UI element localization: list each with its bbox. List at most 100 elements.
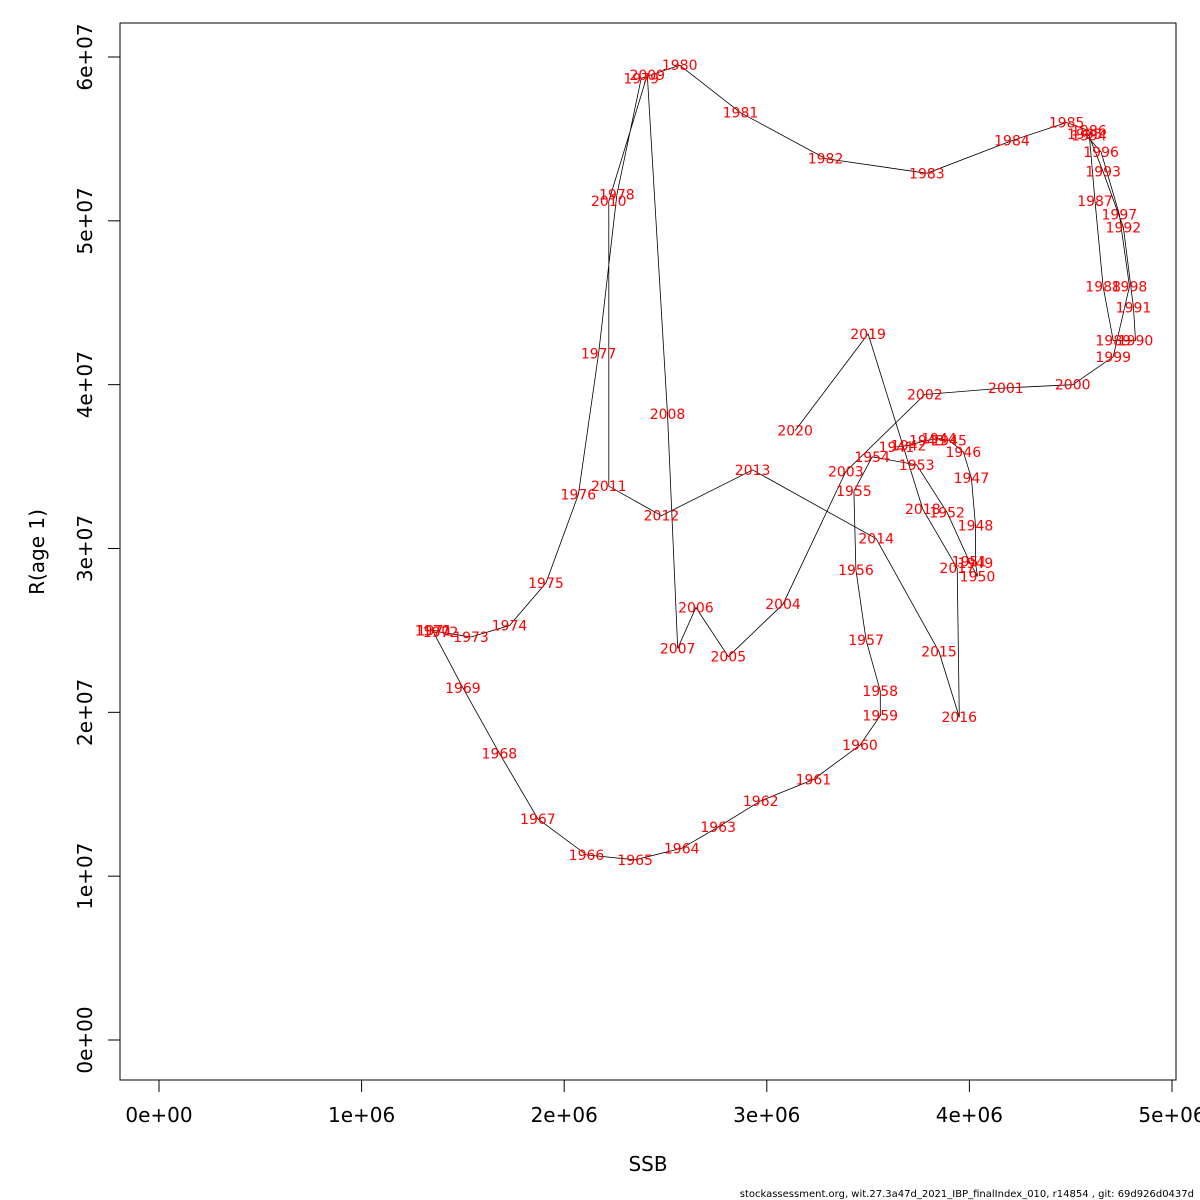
point-label-2014: 2014 [858, 532, 894, 548]
point-label-2016: 2016 [941, 710, 977, 726]
point-label-1970: 1970 [415, 623, 451, 639]
x-axis-title: SSB [628, 1152, 667, 1176]
point-label-1961: 1961 [796, 773, 832, 789]
point-label-1957: 1957 [848, 633, 884, 649]
point-label-1983: 1983 [909, 166, 945, 182]
y-tick-label: 4e+07 [73, 351, 97, 418]
y-tick-label: 0e+00 [73, 1006, 97, 1073]
point-label-2004: 2004 [765, 597, 801, 613]
point-label-1973: 1973 [453, 630, 489, 646]
point-label-2007: 2007 [660, 641, 696, 657]
point-label-1979: 1979 [623, 71, 659, 87]
point-label-1999: 1999 [1095, 350, 1131, 366]
point-label-1949: 1949 [958, 556, 994, 572]
point-label-1996: 1996 [1083, 145, 1119, 161]
point-label-1966: 1966 [569, 848, 605, 864]
footer-text: stockassessment.org, wit.27.3a47d_2021_I… [740, 1189, 1194, 1200]
point-label-1951: 1951 [952, 555, 988, 571]
y-tick-label: 2e+07 [73, 679, 97, 746]
point-label-1976: 1976 [561, 487, 597, 503]
point-label-2019: 2019 [850, 327, 886, 343]
x-tick-label: 4e+06 [936, 1103, 1003, 1127]
point-label-2017: 2017 [939, 561, 975, 577]
point-label-1986: 1986 [1071, 124, 1107, 140]
point-label-1975: 1975 [528, 576, 564, 592]
point-label-1984: 1984 [994, 134, 1030, 150]
point-label-1950: 1950 [960, 569, 996, 585]
point-label-1988: 1988 [1085, 279, 1121, 295]
point-label-2013: 2013 [735, 463, 771, 479]
plot-frame [119, 22, 1177, 1081]
point-label-1982: 1982 [808, 152, 844, 168]
y-tick-label: 3e+07 [73, 515, 97, 582]
point-label-1964: 1964 [664, 841, 700, 857]
y-tick-label: 5e+07 [73, 187, 97, 254]
point-label-2008: 2008 [650, 407, 686, 423]
point-label-1948: 1948 [958, 519, 994, 535]
point-label-1993: 1993 [1085, 165, 1121, 181]
point-label-1965: 1965 [617, 853, 653, 869]
point-label-1978: 1978 [599, 188, 635, 204]
x-tick-label: 3e+06 [733, 1103, 800, 1127]
point-label-1971: 1971 [417, 623, 453, 639]
x-tick-label: 5e+06 [1138, 1103, 1200, 1127]
point-label-2018: 2018 [905, 502, 941, 518]
point-label-2010: 2010 [591, 194, 627, 210]
point-label-2003: 2003 [828, 464, 864, 480]
point-label-1953: 1953 [899, 458, 935, 474]
point-label-1967: 1967 [520, 812, 556, 828]
point-label-2012: 2012 [644, 509, 680, 525]
point-label-1998: 1998 [1112, 279, 1148, 295]
point-label-1995: 1995 [1067, 127, 1103, 143]
point-label-1997: 1997 [1102, 207, 1138, 223]
point-label-1946: 1946 [946, 445, 982, 461]
point-label-2011: 2011 [591, 479, 627, 495]
point-label-1981: 1981 [723, 106, 759, 122]
point-label-1974: 1974 [492, 619, 528, 635]
point-label-1987: 1987 [1077, 194, 1113, 210]
x-tick-label: 1e+06 [328, 1103, 395, 1127]
point-label-1942: 1942 [891, 438, 927, 454]
y-tick-label: 6e+07 [73, 23, 97, 90]
point-label-1972: 1972 [423, 625, 459, 641]
point-label-2006: 2006 [678, 600, 714, 616]
point-label-1947: 1947 [954, 471, 990, 487]
point-label-1985: 1985 [1049, 116, 1085, 132]
point-label-1955: 1955 [836, 484, 872, 500]
point-label-2000: 2000 [1055, 378, 1091, 394]
x-tick-label: 2e+06 [531, 1103, 598, 1127]
point-label-1954: 1954 [854, 450, 890, 466]
point-label-1968: 1968 [482, 746, 518, 762]
point-label-2009: 2009 [629, 68, 665, 84]
point-label-1991: 1991 [1116, 301, 1152, 317]
x-tick-label: 0e+00 [125, 1103, 192, 1127]
point-label-2001: 2001 [988, 381, 1024, 397]
point-label-1990: 1990 [1118, 333, 1154, 349]
point-label-1963: 1963 [700, 820, 736, 836]
point-label-1977: 1977 [581, 347, 617, 363]
point-label-1952: 1952 [929, 505, 965, 521]
point-label-2005: 2005 [710, 650, 746, 666]
point-label-1992: 1992 [1106, 220, 1142, 236]
point-label-1980: 1980 [662, 58, 698, 74]
point-label-2020: 2020 [777, 424, 813, 440]
trajectory-line [431, 64, 1136, 861]
point-label-1994: 1994 [1071, 129, 1107, 145]
point-label-1989: 1989 [1095, 333, 1131, 349]
point-label-1943: 1943 [909, 433, 945, 449]
point-label-2002: 2002 [907, 387, 943, 403]
point-label-1960: 1960 [842, 738, 878, 754]
point-label-1941: 1941 [879, 440, 915, 456]
y-axis-title: R(age 1) [25, 509, 49, 595]
point-label-1962: 1962 [743, 794, 779, 810]
y-tick-label: 1e+07 [73, 843, 97, 910]
point-label-1945: 1945 [931, 433, 967, 449]
point-label-1958: 1958 [862, 684, 898, 700]
point-label-2015: 2015 [921, 645, 957, 661]
point-label-1944: 1944 [921, 432, 957, 448]
point-label-1959: 1959 [862, 709, 898, 725]
point-label-1956: 1956 [838, 563, 874, 579]
x-axis: 0e+00 1e+06 2e+06 3e+06 4e+06 5e+06 [125, 1079, 1200, 1127]
